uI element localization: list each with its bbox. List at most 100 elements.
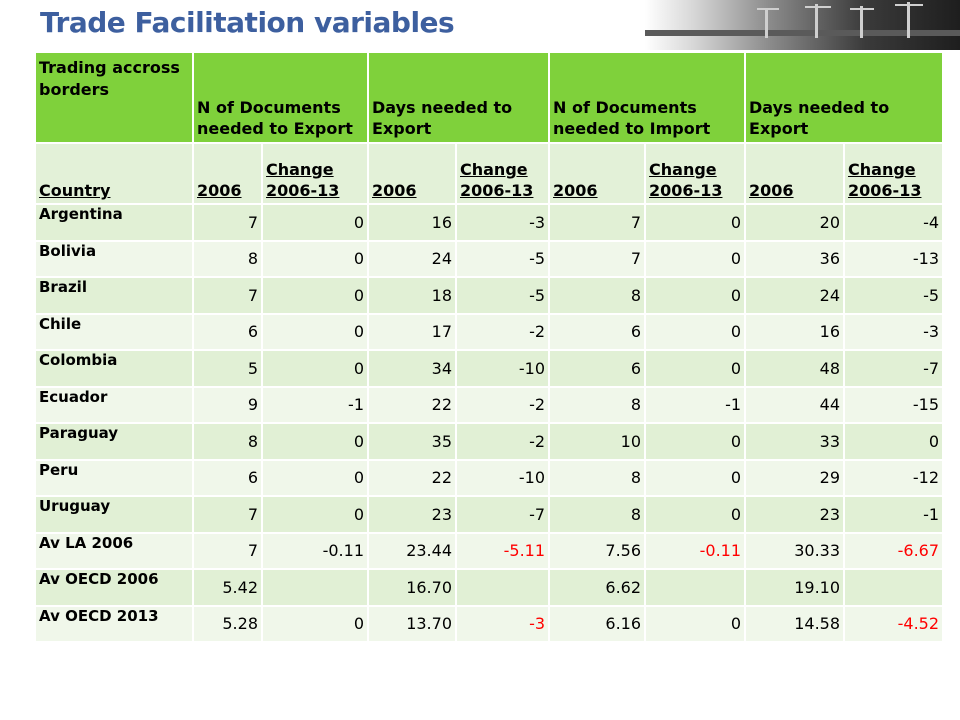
value-cell: 16.70 (367, 568, 457, 607)
table-row: Paraguay 8 0 35 -2 10 0 33 0 (34, 422, 945, 461)
value-cell: 17 (367, 312, 457, 351)
header-group-row: Trading accross borders N of Documents n… (34, 51, 945, 144)
value-cell: -3 (843, 312, 945, 351)
value-cell: 7 (548, 239, 647, 278)
value-cell: 23.44 (367, 531, 457, 570)
value-cell: 6 (548, 312, 647, 351)
country-cell: Ecuador (34, 385, 194, 424)
value-cell: 22 (367, 385, 457, 424)
value-cell: 10 (548, 422, 647, 461)
table-row: Av OECD 2013 5.28 0 13.70 -3 6.16 0 14.58 -4.52 (34, 604, 945, 643)
trade-facilitation-table: Trading accross borders N of Documents n… (34, 51, 945, 643)
value-cell: 0 (644, 239, 747, 278)
value-cell: 19.10 (744, 568, 846, 607)
value-cell (261, 568, 369, 607)
table-row: Uruguay 7 0 23 -7 8 0 23 -1 (34, 495, 945, 534)
value-cell: 6.16 (548, 604, 647, 643)
value-cell: -12 (843, 458, 945, 497)
value-cell: -6.67 (843, 531, 945, 570)
value-cell: -5.11 (454, 531, 551, 570)
value-cell: 22 (367, 458, 457, 497)
value-cell: 7.56 (548, 531, 647, 570)
country-cell: Brazil (34, 276, 194, 315)
value-cell: 44 (744, 385, 846, 424)
header-docs-export: N of Documents needed to Export (192, 51, 369, 144)
value-cell: 6 (548, 349, 647, 388)
subheader-cell: 2006 (744, 142, 846, 205)
value-cell: -2 (454, 422, 551, 461)
value-cell: 0 (261, 203, 369, 242)
value-cell: -2 (454, 312, 551, 351)
value-cell: 6 (192, 458, 263, 497)
value-cell: 0 (261, 239, 369, 278)
country-cell: Peru (34, 458, 194, 497)
value-cell: 23 (744, 495, 846, 534)
value-cell: 24 (744, 276, 846, 315)
table-row: Brazil 7 0 18 -5 8 0 24 -5 (34, 276, 945, 315)
subheader-cell: 2006 (192, 142, 263, 205)
table-row: Colombia 5 0 34 -10 6 0 48 -7 (34, 349, 945, 388)
table-body: Argentina 7 0 16 -3 7 0 20 -4 Bolivia 8 0 24 -5 7 0 36 -1… (34, 203, 945, 643)
value-cell: 0 (644, 495, 747, 534)
table-row: Bolivia 8 0 24 -5 7 0 36 -13 (34, 239, 945, 278)
value-cell: -3 (454, 604, 551, 643)
value-cell: -5 (454, 276, 551, 315)
country-cell: Chile (34, 312, 194, 351)
header-days-export: Days needed to Export (366, 51, 551, 144)
table-row: Av LA 2006 7 -0.11 23.44 -5.11 7.56 -0.11 30.33… (34, 531, 945, 570)
value-cell: 0 (843, 422, 945, 461)
value-cell: -7 (843, 349, 945, 388)
slide-title: Trade Facilitation variables (40, 6, 455, 39)
table-row: Av OECD 2006 5.42 16.70 6.62 19.10 (34, 568, 945, 607)
value-cell: 0 (261, 458, 369, 497)
value-cell: 0 (261, 604, 369, 643)
value-cell: 13.70 (367, 604, 457, 643)
value-cell: 5.42 (192, 568, 263, 607)
header-docs-import: N of Documents needed to Import (548, 51, 747, 144)
value-cell: -5 (843, 276, 945, 315)
subheader-row: Country 2006 Change 2006-13 2006 Change … (34, 142, 945, 205)
value-cell: 5 (192, 349, 263, 388)
value-cell: -15 (843, 385, 945, 424)
value-cell: 8 (548, 495, 647, 534)
country-cell: Av OECD 2006 (34, 568, 194, 607)
header-trading-across-borders: Trading accross borders (34, 51, 194, 144)
subheader-cell: 2006 (367, 142, 457, 205)
country-cell: Bolivia (34, 239, 194, 278)
value-cell: 6.62 (548, 568, 647, 607)
value-cell: 8 (548, 458, 647, 497)
value-cell: 48 (744, 349, 846, 388)
value-cell: 7 (192, 531, 263, 570)
value-cell (454, 568, 551, 607)
value-cell: 9 (192, 385, 263, 424)
table-row: Chile 6 0 17 -2 6 0 16 -3 (34, 312, 945, 351)
value-cell: 33 (744, 422, 846, 461)
value-cell: 8 (548, 385, 647, 424)
value-cell: -7 (454, 495, 551, 534)
value-cell: 0 (644, 312, 747, 351)
table-row: Peru 6 0 22 -10 8 0 29 -12 (34, 458, 945, 497)
table-row: Argentina 7 0 16 -3 7 0 20 -4 (34, 203, 945, 242)
value-cell: 35 (367, 422, 457, 461)
value-cell: 0 (644, 604, 747, 643)
value-cell: -13 (843, 239, 945, 278)
country-cell: Paraguay (34, 422, 194, 461)
value-cell: 16 (367, 203, 457, 242)
subheader-cell: Change 2006-13 (644, 142, 747, 205)
value-cell: -3 (454, 203, 551, 242)
value-cell: -1 (843, 495, 945, 534)
country-cell: Uruguay (34, 495, 194, 534)
subheader-cell: Country (34, 142, 194, 205)
value-cell: 0 (261, 422, 369, 461)
value-cell: -5 (454, 239, 551, 278)
value-cell: 5.28 (192, 604, 263, 643)
value-cell: 0 (261, 276, 369, 315)
value-cell: 16 (744, 312, 846, 351)
value-cell: 0 (261, 349, 369, 388)
value-cell: 29 (744, 458, 846, 497)
country-cell: Av OECD 2013 (34, 604, 194, 643)
value-cell: 7 (548, 203, 647, 242)
value-cell: 7 (192, 276, 263, 315)
value-cell: 23 (367, 495, 457, 534)
subheader-cell: Change 2006-13 (261, 142, 369, 205)
